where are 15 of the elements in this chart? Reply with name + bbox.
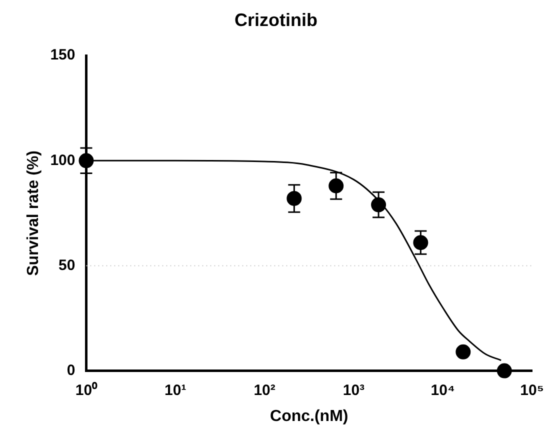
y-axis-title: Survival rate (%): [25, 150, 42, 276]
chart-title: Crizotinib: [234, 10, 318, 30]
x-tick-label: 10²: [254, 382, 276, 399]
y-tick-label: 100: [50, 152, 76, 169]
x-tick-label: 10⁰: [75, 380, 98, 399]
y-tick-label: 50: [58, 256, 76, 274]
x-tick-label: 10⁴: [430, 382, 455, 399]
x-axis-title: Conc.(nM): [270, 408, 348, 425]
x-tick-label: 10³: [342, 382, 365, 399]
y-tick-label: 0: [66, 362, 76, 379]
point: [456, 344, 471, 360]
x-tick-label: 10¹: [164, 382, 186, 399]
x-tick-label: 10⁵: [520, 382, 544, 399]
y-tick-label: 150: [50, 46, 76, 64]
point: [496, 363, 512, 378]
